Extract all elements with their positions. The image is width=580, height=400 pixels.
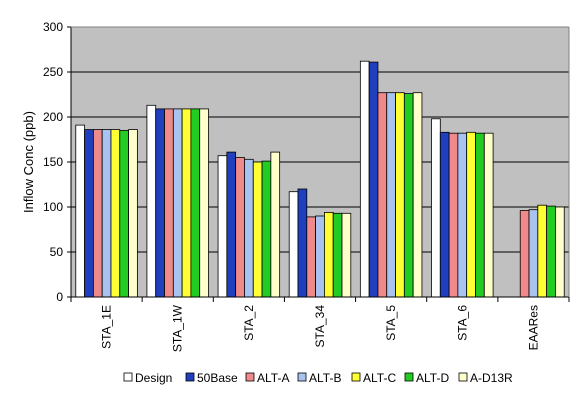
legend-label-a-d13r: A-D13R bbox=[470, 371, 513, 385]
bar-alt-a-sta_34 bbox=[306, 216, 316, 298]
legend-swatch-a-d13r bbox=[458, 372, 468, 382]
bar-a-d13r-sta_1w bbox=[199, 108, 209, 298]
y-tick-labels: 0 50 100 150 200 250 300 bbox=[43, 20, 63, 304]
legend-label-alt-c: ALT-C bbox=[363, 371, 396, 385]
bars bbox=[75, 60, 565, 298]
x-tick-labels: STA_1E STA_1W STA_2 STA_34 STA_5 STA_6 EAARes bbox=[100, 304, 541, 352]
y-tick-label: 200 bbox=[43, 110, 63, 124]
bar-design-sta_1w bbox=[146, 104, 157, 298]
bar-alt-b-sta_5 bbox=[386, 92, 396, 298]
bar-alt-c-sta_2 bbox=[252, 161, 263, 298]
bar-design-sta_5 bbox=[359, 60, 370, 298]
bar-alt-c-eaares bbox=[537, 204, 548, 298]
bar-alt-b-sta_2 bbox=[244, 158, 254, 298]
bar-50base-sta_34 bbox=[297, 188, 308, 298]
bar-alt-b-sta_1w bbox=[172, 108, 183, 298]
bar-alt-a-sta_2 bbox=[235, 157, 245, 298]
legend-label-50base: 50Base bbox=[197, 371, 238, 385]
axes bbox=[67, 26, 570, 302]
legend-swatch-design bbox=[123, 372, 133, 382]
bar-alt-c-sta_6 bbox=[466, 131, 476, 298]
bar-50base-sta_2 bbox=[226, 151, 237, 298]
legend-label-alt-b: ALT-B bbox=[309, 371, 341, 385]
bar-alt-c-sta_1e bbox=[110, 129, 121, 298]
bar-alt-c-sta_5 bbox=[395, 92, 405, 298]
x-tick-label: STA_1W bbox=[171, 304, 185, 352]
bar-design-sta_2 bbox=[217, 155, 228, 298]
bar-alt-b-sta_34 bbox=[315, 215, 325, 298]
legend-swatch-alt-c bbox=[351, 372, 361, 382]
bar-a-d13r-eaares bbox=[555, 206, 565, 298]
x-tick-label: STA_5 bbox=[384, 305, 398, 341]
y-tick-label: 300 bbox=[43, 20, 63, 34]
bar-alt-a-sta_1w bbox=[164, 108, 174, 298]
bar-alt-d-sta_6 bbox=[475, 132, 485, 298]
x-tick-label: STA_6 bbox=[455, 305, 469, 341]
bar-alt-c-sta_34 bbox=[323, 211, 334, 298]
bar-alt-a-sta_5 bbox=[377, 92, 388, 298]
y-axis-title: Inflow Conc (ppb) bbox=[21, 111, 36, 213]
bar-a-d13r-sta_1e bbox=[128, 129, 138, 298]
y-tick-label: 250 bbox=[43, 65, 63, 79]
bar-alt-d-sta_34 bbox=[332, 212, 343, 298]
y-tick-label: 50 bbox=[50, 245, 64, 259]
bar-50base-sta_6 bbox=[439, 131, 450, 298]
x-tick-label: EAARes bbox=[526, 305, 540, 350]
bar-50base-sta_5 bbox=[368, 61, 379, 298]
x-tick-label: STA_1E bbox=[100, 305, 114, 349]
bar-alt-b-sta_6 bbox=[457, 132, 468, 298]
legend-label-design: Design bbox=[135, 371, 172, 385]
bar-50base-sta_1w bbox=[155, 108, 165, 298]
legend: Design 50Base ALT-A ALT-B ALT-C ALT-D A-D13R bbox=[123, 371, 513, 385]
bar-50base-sta_1e bbox=[84, 129, 94, 298]
bar-a-d13r-sta_34 bbox=[341, 212, 352, 298]
legend-swatch-alt-a bbox=[245, 372, 255, 382]
bar-design-sta_34 bbox=[288, 191, 299, 298]
bar-alt-b-sta_1e bbox=[101, 129, 112, 298]
bar-alt-d-eaares bbox=[546, 205, 556, 298]
y-tick-label: 0 bbox=[56, 290, 63, 304]
bar-a-d13r-sta_5 bbox=[412, 92, 423, 298]
bar-alt-d-sta_5 bbox=[403, 93, 414, 298]
legend-label-alt-d: ALT-D bbox=[416, 371, 449, 385]
bar-alt-d-sta_1e bbox=[119, 130, 129, 298]
bar-alt-a-sta_1e bbox=[92, 129, 103, 298]
bar-a-d13r-sta_6 bbox=[483, 132, 494, 298]
bar-alt-c-sta_1w bbox=[181, 108, 192, 298]
x-tick-label: STA_34 bbox=[313, 305, 327, 348]
bar-alt-b-eaares bbox=[528, 209, 539, 298]
x-tick-label: STA_2 bbox=[242, 305, 256, 341]
bar-alt-a-sta_6 bbox=[448, 132, 459, 298]
bar-design-sta_6 bbox=[431, 118, 441, 298]
bar-a-d13r-sta_2 bbox=[270, 151, 281, 298]
bar-alt-d-sta_2 bbox=[261, 160, 272, 298]
y-tick-label: 150 bbox=[43, 155, 63, 169]
legend-swatch-50base bbox=[185, 372, 195, 382]
bar-alt-a-eaares bbox=[519, 210, 530, 298]
bar-design-sta_1e bbox=[75, 124, 85, 298]
legend-swatch-alt-d bbox=[404, 372, 414, 382]
y-tick-label: 100 bbox=[43, 200, 63, 214]
legend-swatch-alt-b bbox=[297, 372, 307, 382]
bar-alt-d-sta_1w bbox=[190, 108, 201, 298]
legend-label-alt-a: ALT-A bbox=[257, 371, 289, 385]
